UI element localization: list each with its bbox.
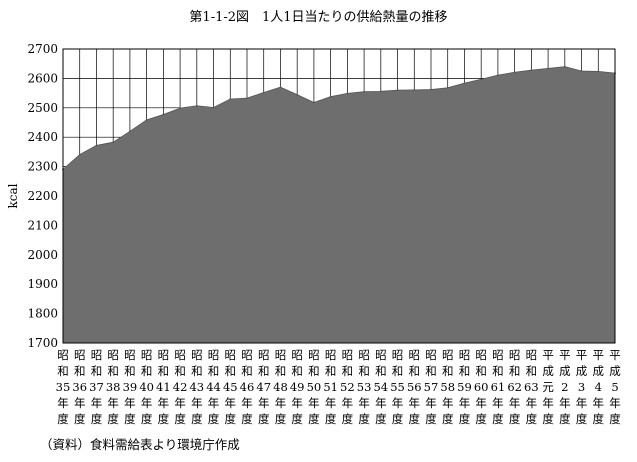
data-point bbox=[212, 106, 215, 109]
data-point bbox=[597, 70, 600, 73]
data-point bbox=[129, 130, 131, 133]
y-tick-label: 2200 bbox=[27, 189, 58, 203]
x-tick-label: 昭和 38 年度 bbox=[106, 348, 121, 426]
y-tick-label: 1800 bbox=[27, 307, 58, 321]
x-tick-label: 平成 4 年度 bbox=[593, 348, 605, 426]
x-tick-label: 昭和 45 年度 bbox=[223, 348, 238, 426]
y-tick-label: 2500 bbox=[27, 101, 58, 115]
data-point bbox=[145, 118, 148, 121]
y-tick-label: 2300 bbox=[27, 160, 58, 174]
x-tick-label: 昭和 48 年度 bbox=[273, 348, 288, 426]
data-point bbox=[78, 153, 81, 156]
x-tick-label: 昭和 58 年度 bbox=[440, 348, 455, 426]
x-tick-label: 昭和 50 年度 bbox=[307, 348, 322, 426]
x-tick-label: 平成 3 年度 bbox=[576, 348, 588, 426]
x-tick-label: 平成 5 年度 bbox=[609, 348, 621, 426]
data-point bbox=[95, 144, 98, 147]
data-point bbox=[530, 69, 533, 72]
x-tick-label: 平成 2 年度 bbox=[559, 348, 571, 426]
data-point bbox=[229, 98, 232, 100]
data-point bbox=[430, 88, 432, 91]
y-tick-label: 1700 bbox=[27, 336, 58, 350]
x-tick-label: 昭和 60 年度 bbox=[474, 348, 489, 426]
data-point bbox=[480, 78, 483, 81]
data-point bbox=[446, 86, 449, 89]
x-tick-label: 昭和 47 年度 bbox=[256, 348, 271, 426]
data-point bbox=[547, 67, 549, 70]
data-point bbox=[413, 88, 416, 91]
x-tick-label: 昭和 43 年度 bbox=[189, 348, 204, 426]
data-point bbox=[313, 101, 315, 104]
x-tick-label: 昭和 53 年度 bbox=[357, 348, 372, 426]
data-point bbox=[195, 104, 198, 107]
data-point bbox=[396, 89, 399, 92]
data-point bbox=[179, 107, 181, 109]
x-tick-label: 昭和 37 年度 bbox=[89, 348, 104, 426]
data-point bbox=[296, 93, 299, 96]
data-point bbox=[463, 82, 466, 85]
x-tick-label: 昭和 36 年度 bbox=[72, 348, 87, 426]
data-point bbox=[162, 113, 165, 116]
x-tick-label: 昭和 54 年度 bbox=[373, 348, 388, 426]
chart-title: 第1-1-2図 1人1日当たりの供給熱量の推移 bbox=[189, 10, 448, 25]
x-tick-label: 昭和 56 年度 bbox=[407, 348, 422, 426]
plot-frame bbox=[62, 48, 616, 344]
x-tick-label: 昭和 51 年度 bbox=[323, 348, 338, 426]
x-tick-label: 昭和 49 年度 bbox=[290, 348, 305, 426]
x-tick-label: 昭和 61 年度 bbox=[491, 348, 506, 426]
data-point bbox=[563, 65, 566, 68]
data-point bbox=[346, 92, 349, 95]
x-tick-label: 昭和 63 年度 bbox=[524, 348, 539, 426]
y-axis-label: kcal bbox=[6, 183, 20, 208]
data-point bbox=[379, 90, 382, 93]
data-point bbox=[363, 90, 365, 93]
data-point bbox=[112, 141, 115, 144]
x-tick-label: 平成元年度 bbox=[542, 348, 554, 426]
y-tick-label: 2700 bbox=[27, 42, 58, 56]
y-tick-label: 2600 bbox=[27, 71, 58, 85]
x-tick-label: 昭和 46 年度 bbox=[240, 348, 255, 426]
x-tick-label: 昭和 57 年度 bbox=[424, 348, 439, 426]
x-tick-label: 昭和 42 年度 bbox=[173, 348, 188, 426]
x-tick-label: 昭和 62 年度 bbox=[507, 348, 522, 426]
data-point bbox=[580, 70, 583, 72]
y-tick-label: 2000 bbox=[27, 248, 58, 262]
x-tick-label: 昭和 52 年度 bbox=[340, 348, 355, 426]
data-point bbox=[246, 97, 248, 99]
data-point bbox=[279, 86, 282, 89]
source-note: （資料）食料需給表より環境庁作成 bbox=[40, 437, 240, 452]
x-tick-label: 昭和 59 年度 bbox=[457, 348, 472, 426]
y-tick-label: 1900 bbox=[27, 277, 58, 291]
data-point bbox=[513, 71, 516, 74]
y-tick-label: 2100 bbox=[27, 218, 58, 232]
x-tick-label: 昭和 39 年度 bbox=[123, 348, 138, 426]
x-tick-label: 昭和 44 年度 bbox=[206, 348, 221, 426]
x-tick-label: 昭和 40 年度 bbox=[139, 348, 154, 426]
y-tick-label: 2400 bbox=[27, 130, 58, 144]
x-tick-label: 昭和 55 年度 bbox=[390, 348, 405, 426]
x-tick-label: 昭和 35 年度 bbox=[56, 348, 71, 426]
data-point bbox=[262, 91, 265, 94]
x-tick-label: 昭和 41 年度 bbox=[156, 348, 171, 426]
data-point bbox=[497, 74, 499, 77]
data-point bbox=[329, 95, 332, 98]
